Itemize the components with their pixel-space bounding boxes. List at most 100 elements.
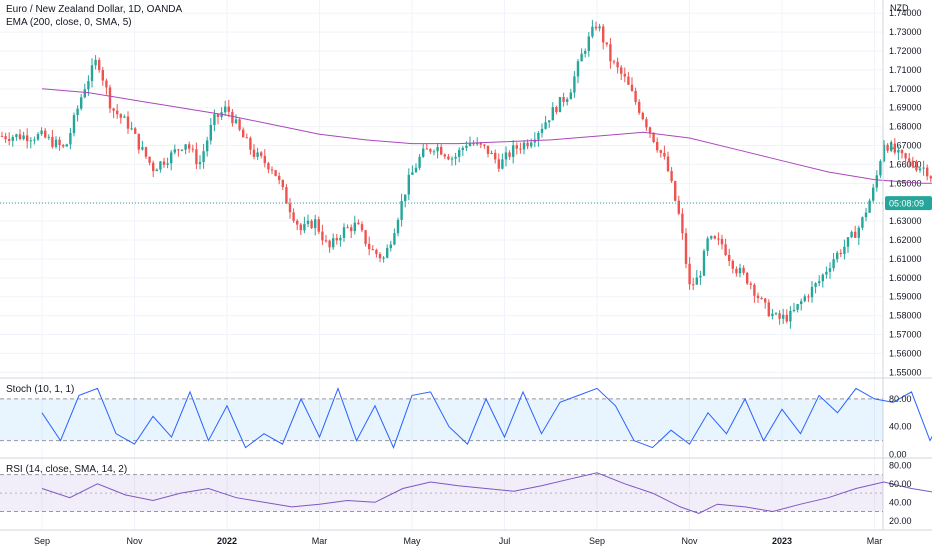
candle-body [252,149,256,157]
candle-body [368,243,371,250]
candle-body [861,217,864,228]
stoch-tick-label: 80.00 [889,394,912,404]
candle-body [148,156,151,163]
candle-body [364,230,367,244]
candle-body [65,144,68,147]
candle-body [908,158,911,161]
candle-body [918,168,922,171]
candle-body [915,166,918,171]
candle-body [458,149,461,157]
candle-body [8,138,11,141]
candle-body [62,144,65,147]
candle-body [602,26,605,43]
candle-body [335,238,338,241]
candle-body [245,137,248,139]
candle-body [191,148,194,150]
candle-body [130,128,133,130]
candle-body [80,97,83,109]
candle-body [306,220,310,224]
candle-body [404,194,407,202]
candle-body [828,268,832,272]
candle-body [36,134,40,140]
candle-body [728,254,731,261]
candle-body [144,147,148,157]
candle-body [479,142,482,145]
candle-body [292,212,295,221]
candle-body [33,139,36,141]
candle-body [429,149,432,152]
y-tick-label: 1.73000 [889,27,922,37]
candle-body [591,26,594,37]
candle-body [51,136,54,147]
chart-title: Euro / New Zealand Dollar, 1D, OANDA [6,4,183,15]
candle-body [807,296,810,298]
candle-body [566,99,569,102]
candle-body [771,313,774,317]
price-tag-bg [885,196,932,211]
candle-body [850,231,853,238]
rsi-tick-label: 60.00 [889,479,912,489]
candle-body [576,61,580,77]
candle-body [519,148,522,150]
candle-body [702,250,706,276]
candle-body [753,284,756,296]
candle-body [357,222,360,225]
candle-body [864,212,868,218]
ema-legend[interactable]: EMA (200, close, 0, SMA, 5) [6,17,132,28]
candle-body [731,260,734,269]
candle-body [339,237,342,241]
candle-body [281,180,284,188]
candle-body [432,151,436,153]
candle-body [605,42,608,45]
candle-body [879,161,882,176]
candle-body [26,135,29,142]
candle-body [177,149,180,151]
candle-body [746,272,749,284]
candle-body [152,162,155,172]
candle-body [555,107,558,113]
candle-body [569,92,572,100]
candle-body [836,252,839,260]
candle-body [382,257,385,259]
candle-body [134,128,137,134]
candle-body [904,153,907,159]
candle-body [695,277,698,285]
rsi-label[interactable]: RSI (14, close, SMA, 14, 2) [6,464,128,475]
candle-body [897,149,900,153]
candle-body [285,187,288,204]
candle-body [47,136,50,138]
candle-body [594,26,598,29]
candle-body [440,146,443,155]
candle-body [249,137,252,150]
candle-body [803,296,806,302]
candle-body [584,50,587,54]
candle-body [346,227,349,229]
candle-body [195,149,198,165]
candle-body [692,284,695,286]
candle-body [634,90,637,102]
y-tick-label: 1.65000 [889,178,922,188]
candle-body [126,116,130,129]
candle-body [15,134,18,138]
candle-body [116,110,119,115]
candle-body [350,227,353,232]
stoch-label[interactable]: Stoch (10, 1, 1) [6,384,75,395]
candle-body [0,136,4,138]
candle-body [310,220,313,229]
candle-body [900,149,904,154]
candle-body [548,120,551,123]
candle-body [620,67,623,74]
candle-body [98,59,101,71]
y-tick-label: 1.63000 [889,216,922,226]
stoch-tick-label: 40.00 [889,422,912,432]
candle-body [407,174,410,195]
candle-body [155,169,158,172]
candle-body [472,143,475,145]
candle-body [137,133,140,150]
candle-body [792,309,796,311]
y-tick-label: 1.70000 [889,84,922,94]
rsi-tick-label: 40.00 [889,497,912,507]
candle-body [425,148,428,150]
